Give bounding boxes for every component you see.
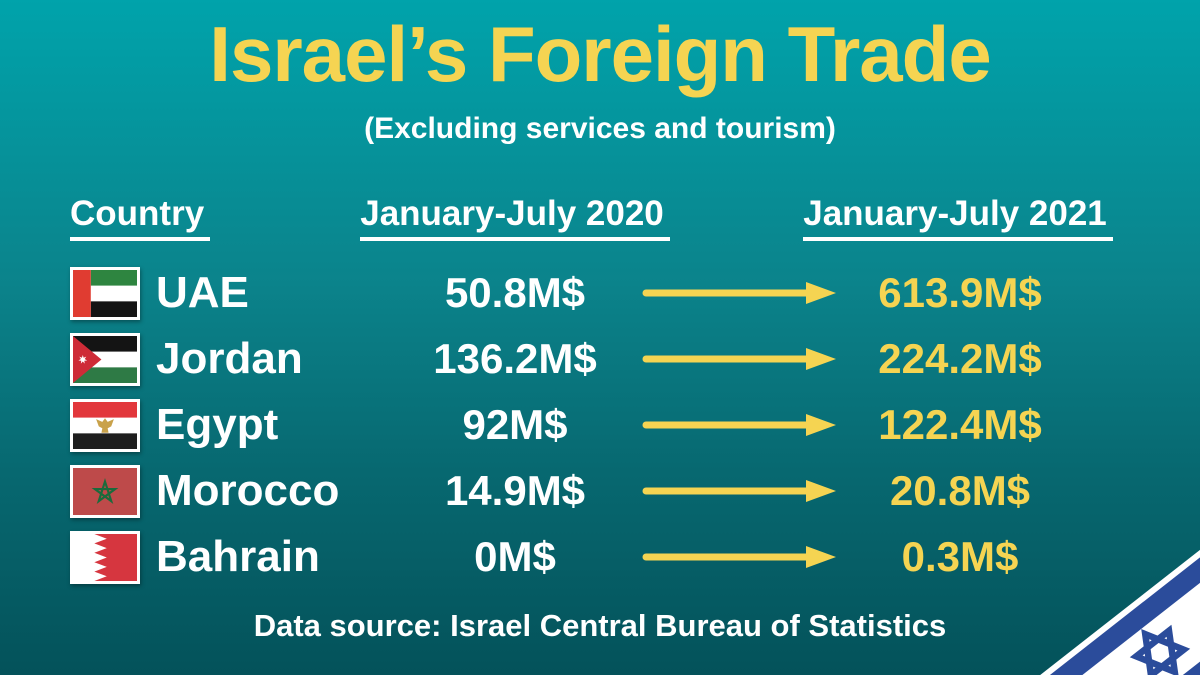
bahrain-flag-icon	[70, 530, 140, 584]
table-row-jordan: Jordan 136.2M$ 224.2M$	[0, 326, 1200, 392]
column-header-2020: January-July 2020	[330, 194, 700, 241]
country-name: Morocco	[156, 466, 340, 515]
column-header-2021: January-July 2021	[772, 194, 1144, 241]
value-2021: 224.2M$	[878, 335, 1042, 382]
uae-flag-icon	[70, 266, 140, 320]
table-row-uae: UAE 50.8M$ 613.9M$	[0, 260, 1200, 326]
page-title: Israel’s Foreign Trade	[209, 10, 991, 98]
data-source-note: Data source: Israel Central Bureau of St…	[253, 608, 947, 643]
increase-arrow-icon	[640, 479, 840, 503]
israel-flag-icon	[1020, 525, 1200, 675]
morocco-flag-icon	[70, 464, 140, 518]
increase-arrow-icon	[640, 281, 840, 305]
column-header-2020-label: January-July 2020	[360, 194, 670, 241]
table-row-bahrain: Bahrain 0M$ 0.3M$	[0, 524, 1200, 590]
egypt-flag-icon	[70, 398, 140, 452]
country-name: UAE	[156, 268, 249, 317]
table-row-morocco: Morocco 14.9M$ 20.8M$	[0, 458, 1200, 524]
increase-arrow-icon	[640, 545, 840, 569]
value-2020: 92M$	[462, 401, 568, 448]
country-name: Jordan	[156, 334, 303, 383]
country-name: Bahrain	[156, 532, 320, 581]
country-name: Egypt	[156, 400, 279, 449]
value-2021: 613.9M$	[878, 269, 1042, 316]
value-2020: 136.2M$	[433, 335, 597, 382]
column-header-country-label: Country	[70, 194, 211, 241]
trade-table: UAE 50.8M$ 613.9M$ Jordan	[0, 260, 1200, 590]
value-2021: 20.8M$	[889, 467, 1031, 514]
value-2020: 14.9M$	[444, 467, 586, 514]
increase-arrow-icon	[640, 347, 840, 371]
increase-arrow-icon	[640, 413, 840, 437]
value-2021: 0.3M$	[901, 533, 1019, 580]
table-row-egypt: Egypt 92M$ 122.4M$	[0, 392, 1200, 458]
column-header-2021-label: January-July 2021	[803, 194, 1113, 241]
page-subtitle: (Excluding services and tourism)	[364, 112, 836, 145]
value-2020: 50.8M$	[444, 269, 586, 316]
jordan-flag-icon	[70, 332, 140, 386]
value-2021: 122.4M$	[878, 401, 1042, 448]
value-2020: 0M$	[474, 533, 556, 580]
column-header-country: Country	[70, 194, 211, 241]
